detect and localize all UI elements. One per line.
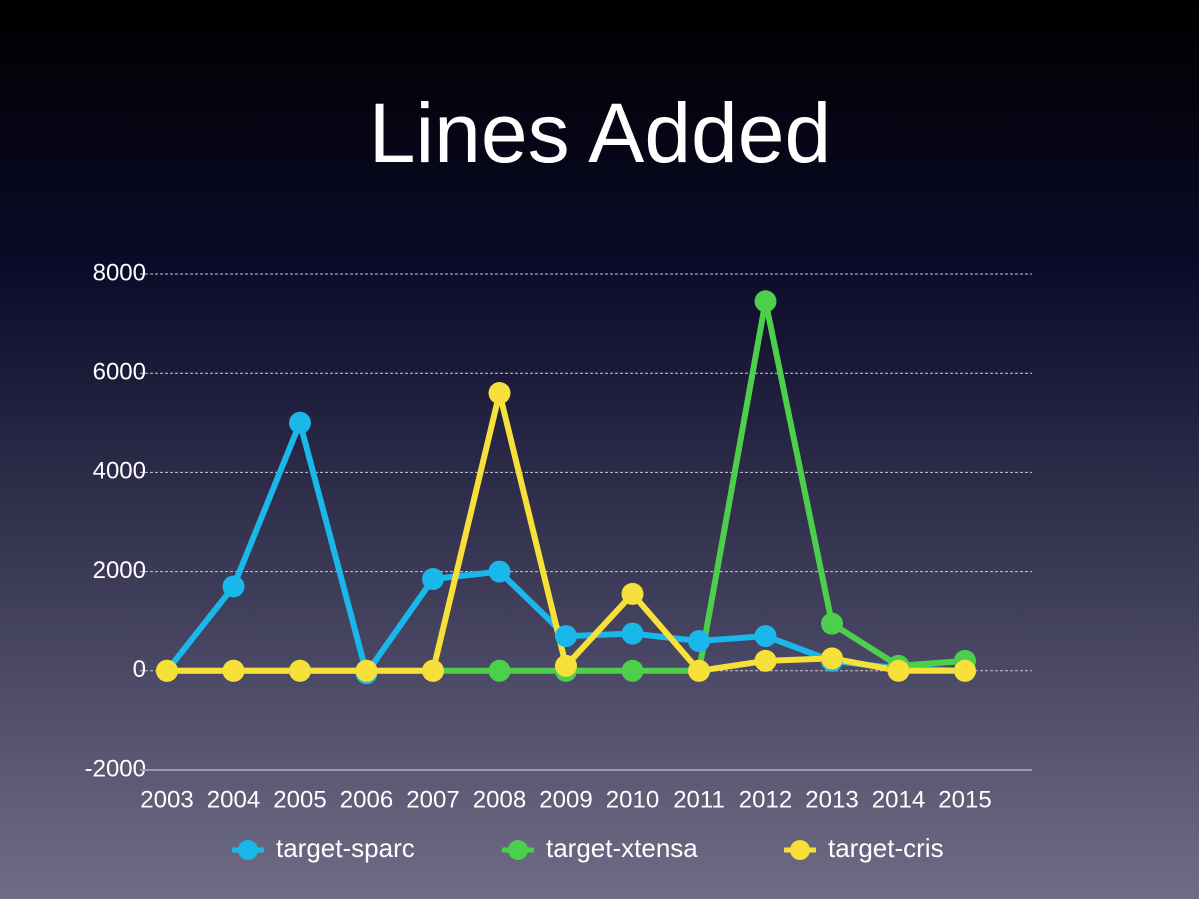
x-tick-label: 2014	[872, 786, 925, 813]
data-point	[821, 612, 843, 635]
data-point	[621, 582, 644, 605]
x-tick-label: 2003	[140, 786, 193, 813]
data-point	[222, 575, 245, 598]
y-tick-label: -2000	[85, 755, 146, 782]
x-tick-label: 2008	[473, 786, 526, 813]
data-point	[754, 290, 777, 313]
x-tick-label: 2010	[606, 786, 659, 813]
data-point	[621, 659, 644, 682]
legend-swatch	[508, 840, 528, 860]
data-point	[488, 382, 511, 405]
data-point	[422, 659, 444, 682]
x-tick-label: 2006	[340, 786, 393, 813]
y-tick-label: 2000	[93, 557, 146, 584]
data-point	[621, 622, 644, 645]
data-point	[222, 659, 245, 682]
x-tick-label: 2004	[207, 786, 260, 813]
x-tick-label: 2013	[805, 786, 858, 813]
x-tick-label: 2005	[273, 786, 326, 813]
y-tick-label: 4000	[93, 458, 146, 485]
data-point	[355, 659, 378, 682]
data-point	[754, 625, 777, 648]
data-point	[954, 659, 976, 682]
data-point	[754, 649, 777, 672]
chart-title: Lines Added	[369, 86, 831, 180]
data-point	[688, 630, 710, 653]
data-point	[289, 411, 311, 434]
legend-swatch	[790, 840, 810, 860]
legend-label: target-cris	[828, 833, 944, 863]
x-tick-label: 2011	[673, 786, 725, 813]
legend-label: target-xtensa	[546, 833, 698, 863]
x-tick-label: 2009	[539, 786, 592, 813]
data-point	[488, 560, 511, 583]
y-tick-label: 8000	[93, 259, 146, 286]
x-tick-label: 2015	[938, 786, 991, 813]
y-tick-label: 0	[133, 656, 146, 683]
data-point	[688, 659, 710, 682]
legend-swatch	[238, 840, 258, 860]
data-point	[555, 625, 577, 648]
data-point	[821, 647, 843, 670]
data-point	[422, 568, 444, 591]
legend-label: target-sparc	[276, 833, 415, 863]
data-point	[555, 654, 577, 677]
data-point	[156, 659, 178, 682]
x-tick-label: 2012	[739, 786, 792, 813]
y-tick-label: 6000	[93, 359, 146, 386]
data-point	[887, 659, 910, 682]
data-point	[488, 659, 511, 682]
x-tick-label: 2007	[406, 786, 459, 813]
data-point	[289, 659, 311, 682]
